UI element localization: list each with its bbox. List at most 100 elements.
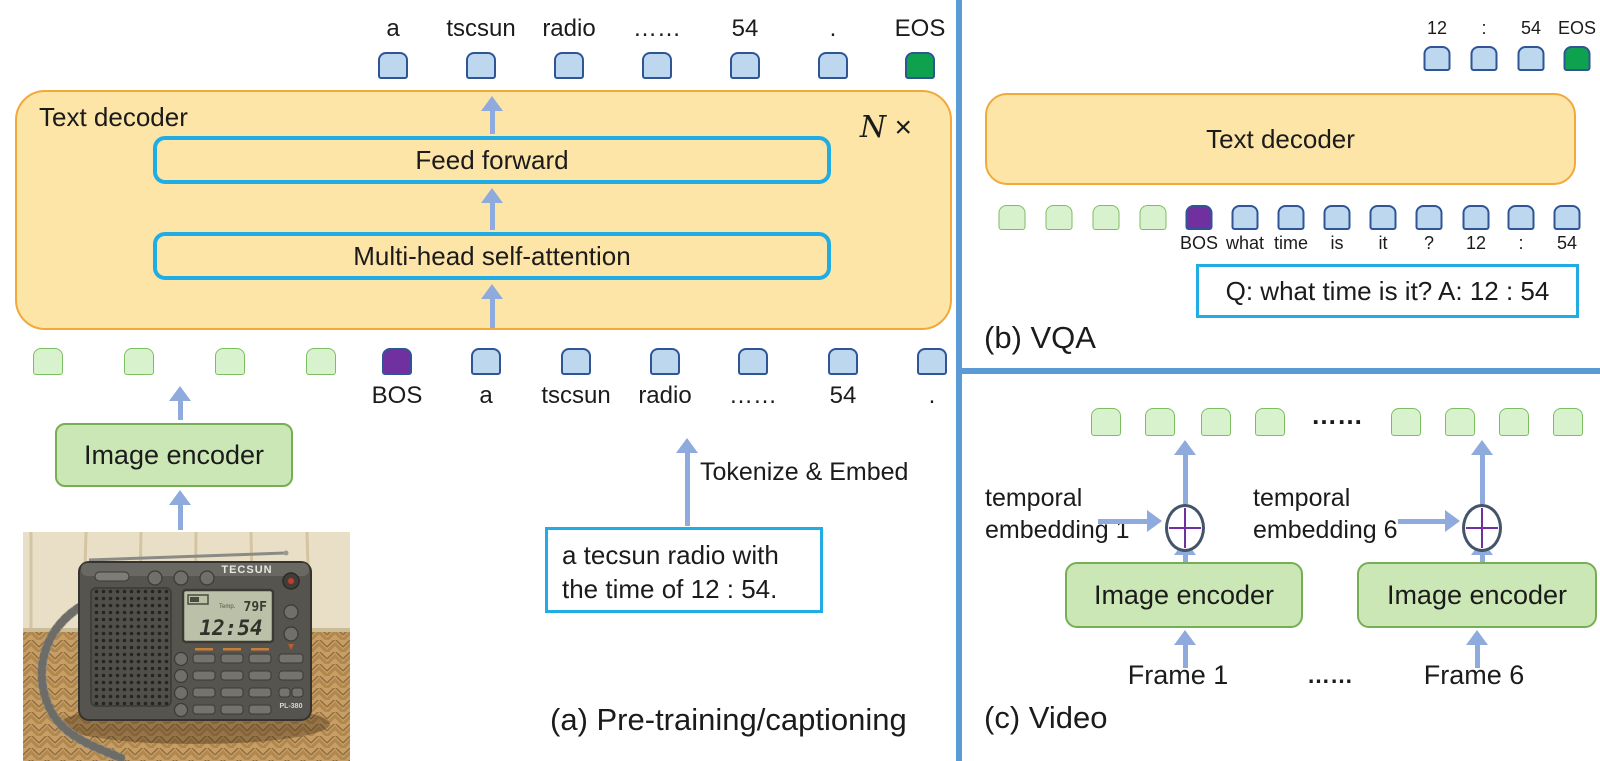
caption-text-box: a tecsun radio with the time of 12 : 54. <box>545 527 823 613</box>
token-text <box>561 348 591 375</box>
arrow-tokenize <box>676 438 698 526</box>
display-time-value: 12:54 <box>199 616 262 640</box>
arrow-mhsa-to-ff <box>481 188 503 230</box>
qa-text: Q: what time is it? A: 12 : 54 <box>1225 275 1550 306</box>
image-encoder-box-frame6: Image encoder <box>1357 562 1597 628</box>
image-encoder-label: Image encoder <box>83 439 265 470</box>
arrow-ff-to-output <box>481 96 503 134</box>
token-image <box>1499 408 1529 436</box>
qa-text-box: Q: what time is it? A: 12 : 54 <box>1196 264 1579 318</box>
feed-forward-label: Feed forward <box>415 144 569 175</box>
token-image <box>998 205 1026 230</box>
token-image <box>124 348 154 375</box>
horizontal-panel-divider <box>956 368 1600 374</box>
token-text <box>818 52 848 79</box>
caption-line-2: the time of 12 : 54. <box>562 574 778 604</box>
arrow-input-to-mhsa <box>481 284 503 328</box>
circled-plus-icon <box>1462 504 1502 552</box>
temporal-embedding-1-label: temporal embedding 1 <box>985 482 1130 546</box>
input-token-label: …… <box>729 382 777 409</box>
token-text <box>917 348 947 375</box>
feed-forward-box: Feed forward <box>153 136 831 184</box>
input-token-label: ? <box>1423 233 1435 253</box>
radio-model-text: PL-380 <box>280 703 303 710</box>
tokenize-embed-label: Tokenize & Embed <box>700 458 909 486</box>
arrow-plus-to-tokens <box>1471 440 1493 504</box>
token-image <box>33 348 63 375</box>
output-token-label: a <box>386 15 400 42</box>
image-encoder-box-frame1: Image encoder <box>1065 562 1303 628</box>
text-decoder-title: Text decoder <box>39 102 188 132</box>
token-text <box>471 348 501 375</box>
text-decoder-title: Text decoder <box>1206 123 1355 154</box>
input-token-label: it <box>1378 233 1388 253</box>
input-token-label: . <box>928 382 936 409</box>
display-temp-label: Temp. <box>219 604 236 610</box>
token-text <box>1369 205 1397 230</box>
radio-brand-text: TECSUN <box>221 564 272 576</box>
token-text <box>738 348 768 375</box>
token-text <box>378 52 408 79</box>
token-text <box>1470 46 1498 71</box>
token-image <box>1091 408 1121 436</box>
token-image <box>1391 408 1421 436</box>
panel-b-caption: (b) VQA <box>984 320 1096 355</box>
temporal-embedding-6-label: temporal embedding 6 <box>1253 482 1398 546</box>
repeat-count: N × <box>859 110 912 145</box>
arrow-frame1-to-encoder <box>1174 630 1196 668</box>
token-text <box>1423 46 1451 71</box>
frame-6-label: Frame 6 <box>1423 660 1525 690</box>
token-image <box>1145 408 1175 436</box>
token-image <box>215 348 245 375</box>
image-encoder-box: Image encoder <box>55 423 293 487</box>
token-text <box>466 52 496 79</box>
token-text <box>828 348 858 375</box>
output-token-label: 54 <box>731 15 759 42</box>
radio-photo: TECSUN Temp. 79F 12:54 PL-3 <box>23 532 350 761</box>
text-decoder-box-vqa: Text decoder <box>985 93 1576 185</box>
input-token-label: is <box>1330 233 1344 253</box>
temporal-line: temporal <box>985 484 1083 512</box>
token-image <box>1045 205 1073 230</box>
input-token-label: 12 <box>1465 233 1487 253</box>
arrow-photo-to-encoder <box>169 490 191 530</box>
token-image <box>306 348 336 375</box>
token-image <box>1139 205 1167 230</box>
token-text <box>1323 205 1351 230</box>
token-text <box>1553 205 1581 230</box>
token-text <box>642 52 672 79</box>
image-encoder-label: Image encoder <box>1386 579 1568 610</box>
self-attention-label: Multi-head self-attention <box>353 240 631 271</box>
arrow-plus-to-tokens <box>1174 440 1196 504</box>
token-image <box>1092 205 1120 230</box>
input-token-label: : <box>1518 233 1524 253</box>
input-token-label: time <box>1273 233 1309 253</box>
token-ellipsis: …… <box>1311 400 1363 430</box>
token-image <box>1201 408 1231 436</box>
input-token-label: 54 <box>829 382 857 409</box>
output-token-label: …… <box>633 15 681 42</box>
panel-a-caption: (a) Pre-training/captioning <box>550 702 907 737</box>
token-text <box>554 52 584 79</box>
circled-plus-icon <box>1165 504 1205 552</box>
frame-ellipsis: …… <box>1307 662 1353 688</box>
input-token-label: BOS <box>1179 233 1219 253</box>
token-image <box>1445 408 1475 436</box>
input-token-label: radio <box>638 382 692 409</box>
token-text <box>730 52 760 79</box>
temporal-line: temporal <box>1253 484 1351 512</box>
output-token-label: EOS <box>1557 18 1597 38</box>
temporal-line: embedding 6 <box>1253 516 1398 544</box>
input-token-label: BOS <box>371 382 423 409</box>
token-text <box>1415 205 1443 230</box>
token-eos <box>1563 46 1591 71</box>
output-token-label: EOS <box>894 15 946 42</box>
input-token-label: what <box>1225 233 1265 253</box>
token-text <box>1517 46 1545 71</box>
token-text <box>650 348 680 375</box>
input-token-label: 54 <box>1556 233 1578 253</box>
token-bos <box>1185 205 1213 230</box>
display-temp-value: 79F <box>244 600 268 615</box>
token-text <box>1462 205 1490 230</box>
